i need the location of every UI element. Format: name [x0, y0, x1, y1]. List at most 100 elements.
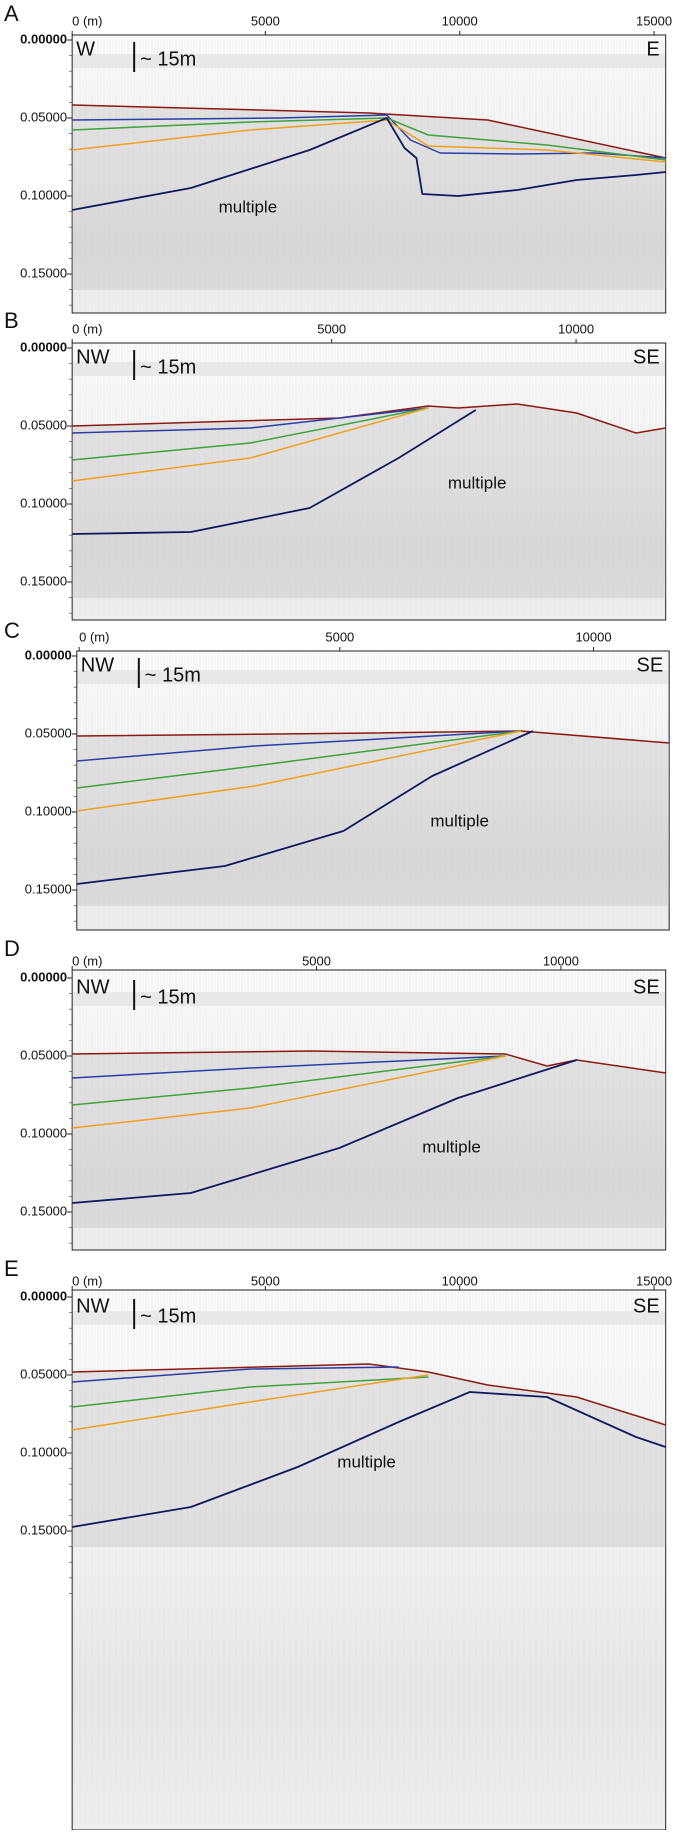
- x-tick-label: 0 (m): [72, 1273, 102, 1288]
- x-tick-label: 0 (m): [72, 321, 102, 336]
- sediment-shade: [76, 731, 670, 906]
- right-direction: SE: [633, 1295, 660, 1317]
- horizon-navy: [71, 117, 666, 211]
- y-tick-label: 0.05000: [20, 417, 67, 432]
- left-direction: NW: [76, 346, 109, 368]
- multiple-label: multiple: [448, 473, 507, 492]
- multiple-label: multiple: [430, 811, 489, 830]
- profile-noise: [76, 651, 670, 930]
- horizon-orange: [76, 730, 522, 812]
- frame: [71, 34, 667, 314]
- profile-noise: [72, 35, 666, 313]
- horizon-orange: [72, 119, 666, 163]
- horizon-green: [76, 730, 522, 789]
- multiple-label: multiple: [422, 1137, 481, 1156]
- scale-label: ~ 15m: [140, 356, 196, 378]
- x-tick-label: 5000: [251, 1273, 280, 1288]
- y-tick-label: 0.05000: [20, 1366, 67, 1381]
- right-direction: SE: [633, 976, 660, 998]
- sediment-shade: [72, 1051, 666, 1228]
- sediment-shade: [72, 404, 666, 598]
- horizon-blue: [72, 1366, 399, 1383]
- y-tick-label: 0.10000: [20, 187, 67, 202]
- x-tick-label: 5000: [317, 321, 346, 336]
- horizon-orange: [72, 407, 429, 482]
- multiple-label: multiple: [219, 197, 278, 216]
- sediment-shade: [72, 1364, 666, 1547]
- y-tick-label: 0.05000: [25, 725, 72, 740]
- x-tick-label: 10000: [442, 13, 478, 28]
- sediment-shade: [72, 105, 666, 290]
- y-tick-label: 0.10000: [20, 1444, 67, 1459]
- left-direction: NW: [76, 1295, 109, 1317]
- x-tick-label: 5000: [325, 629, 354, 644]
- horizon-blue: [76, 730, 522, 762]
- x-tick-label: 10000: [558, 321, 594, 336]
- x-tick-label: 5000: [251, 13, 280, 28]
- panel-label: E: [4, 1256, 19, 1281]
- x-tick-label: 0 (m): [72, 953, 102, 968]
- surface-band: [72, 54, 666, 68]
- x-tick-label: 10000: [543, 953, 579, 968]
- surface-band: [72, 992, 666, 1006]
- profile-noise: [72, 343, 666, 620]
- panel-label: A: [4, 1, 19, 26]
- y-tick-label: 0.15000: [20, 573, 67, 588]
- y-tick-label: 0.00000: [20, 1288, 67, 1303]
- right-direction: E: [646, 38, 659, 60]
- horizon-red: [76, 730, 670, 744]
- horizon-blue: [72, 1055, 506, 1079]
- y-tick-label: 0.00000: [20, 969, 67, 984]
- x-tick-label: 15000: [636, 1273, 672, 1288]
- horizon-navy: [72, 409, 477, 535]
- y-tick-label: 0.10000: [20, 495, 67, 510]
- frame: [76, 650, 670, 931]
- horizon-green: [72, 117, 666, 161]
- y-tick-label: 0.10000: [25, 803, 72, 818]
- right-direction: SE: [633, 346, 660, 368]
- y-tick-label: 0.15000: [20, 1203, 67, 1218]
- horizon-navy: [72, 1391, 666, 1528]
- y-tick-label: 0.00000: [20, 339, 67, 354]
- y-tick-label: 0.15000: [20, 265, 67, 280]
- horizon-red: [72, 1050, 666, 1074]
- x-tick-label: 10000: [442, 1273, 478, 1288]
- panel-label: D: [4, 936, 20, 961]
- y-tick-label: 0.05000: [20, 1047, 67, 1062]
- x-tick-label: 15000: [636, 13, 672, 28]
- horizon-red: [72, 1363, 666, 1426]
- y-tick-label: 0.05000: [20, 109, 67, 124]
- frame: [71, 342, 667, 621]
- horizon-blue: [72, 407, 429, 434]
- horizon-green: [72, 407, 429, 461]
- horizon-navy: [72, 1059, 577, 1204]
- y-tick-label: 0.00000: [25, 647, 72, 662]
- scale-label: ~ 15m: [140, 986, 196, 1008]
- scale-label: ~ 15m: [140, 48, 196, 70]
- panel-label: B: [4, 308, 19, 333]
- horizon-orange: [72, 1374, 429, 1431]
- profile-noise: [72, 970, 666, 1250]
- horizon-red: [72, 104, 666, 159]
- horizon-green: [72, 1376, 429, 1408]
- surface-band: [76, 670, 670, 684]
- y-tick-label: 0.15000: [25, 881, 72, 896]
- right-direction: SE: [636, 654, 663, 676]
- scale-label: ~ 15m: [140, 1305, 196, 1327]
- y-tick-label: 0.15000: [20, 1522, 67, 1537]
- y-tick-label: 0.10000: [20, 1125, 67, 1140]
- scale-label: ~ 15m: [145, 664, 201, 686]
- x-tick-label: 10000: [575, 629, 611, 644]
- horizon-green: [72, 1055, 506, 1106]
- panel-label: C: [4, 618, 20, 643]
- x-tick-label: 0 (m): [79, 629, 109, 644]
- frame: [71, 969, 667, 1251]
- horizon-navy: [76, 730, 534, 885]
- x-tick-label: 0 (m): [72, 13, 102, 28]
- y-tick-label: 0.00000: [20, 31, 67, 46]
- surface-band: [72, 362, 666, 376]
- horizon-orange: [72, 1055, 506, 1129]
- surface-band: [72, 1311, 666, 1325]
- x-tick-label: 5000: [302, 953, 331, 968]
